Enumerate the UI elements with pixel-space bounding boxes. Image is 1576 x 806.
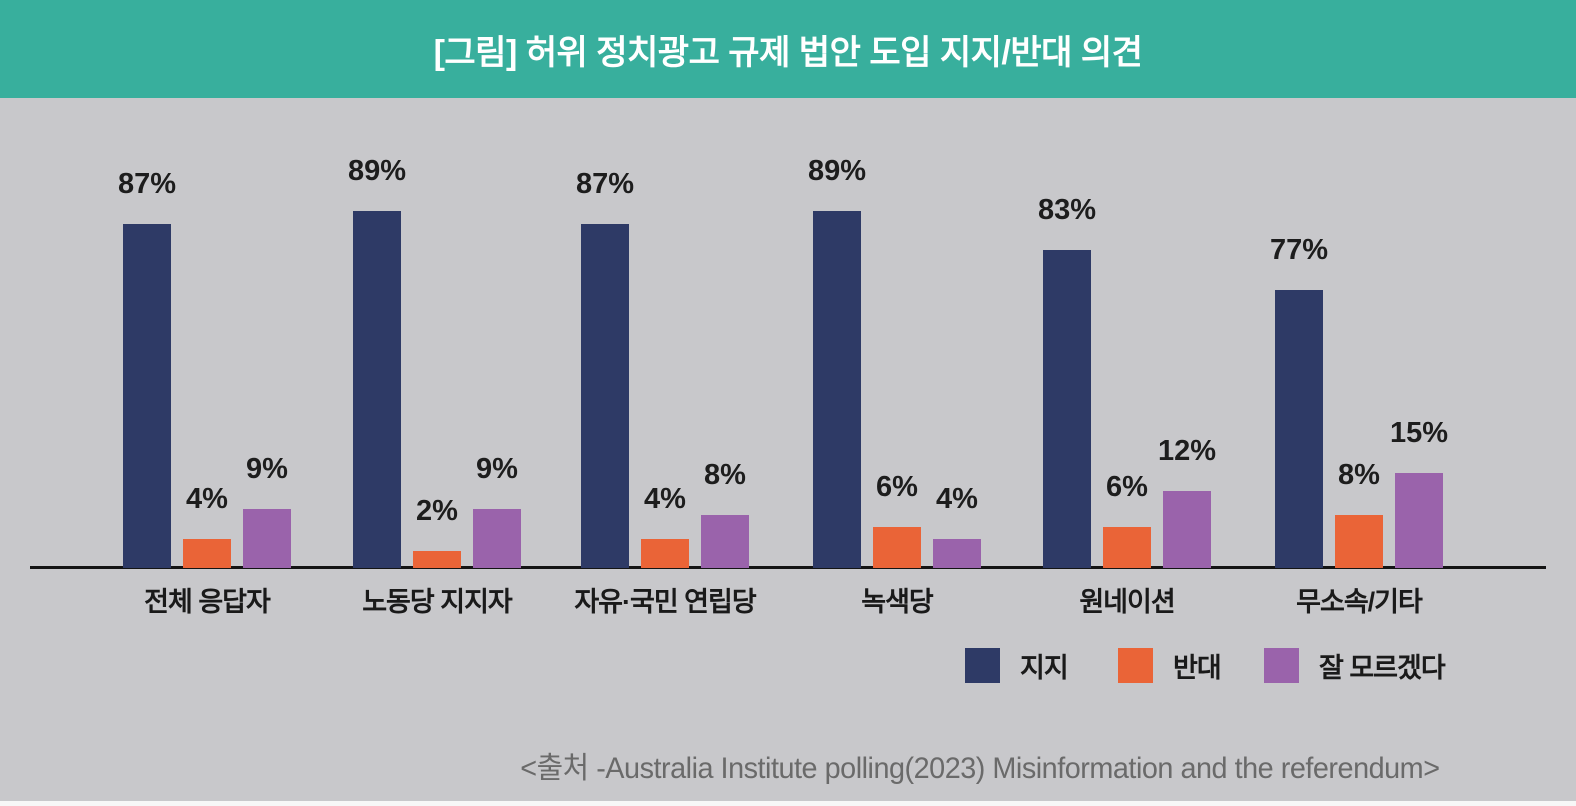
- value-label: 83%: [1037, 194, 1097, 226]
- value-label: 8%: [704, 459, 746, 491]
- bar: [1043, 250, 1091, 568]
- value-label: 8%: [1338, 459, 1380, 491]
- category-label: 전체 응답자: [144, 587, 271, 617]
- legend-swatch: [1118, 648, 1153, 683]
- category-label: 원네이션: [1079, 587, 1175, 617]
- x-axis-line: [30, 566, 1546, 569]
- value-label: 4%: [644, 483, 686, 515]
- bar-chart: 지지 반대 잘 모르겠다 <출처 -Australia Institute poll…: [0, 98, 1576, 806]
- value-label: 77%: [1269, 234, 1329, 266]
- bar: [873, 527, 921, 568]
- value-label: 87%: [117, 168, 177, 200]
- title-bar: [그림] 허위 정치광고 규제 법안 도입 지지/반대 의견: [0, 0, 1576, 98]
- category-label: 노동당 지지자: [362, 587, 513, 617]
- bar: [183, 539, 231, 568]
- value-label: 6%: [876, 471, 918, 503]
- legend: 지지 반대 잘 모르겠다: [0, 646, 1576, 685]
- bar: [1275, 290, 1323, 568]
- legend-item: 지지: [965, 646, 1069, 685]
- value-label: 89%: [807, 155, 867, 187]
- legend-label: 반대: [1173, 653, 1222, 683]
- category-label: 무소속/기타: [1296, 587, 1423, 617]
- value-label: 87%: [575, 168, 635, 200]
- bar: [413, 551, 461, 568]
- legend-label: 잘 모르겠다: [1319, 653, 1446, 683]
- bar: [1163, 491, 1211, 568]
- value-label: 4%: [186, 483, 228, 515]
- value-label: 6%: [1106, 471, 1148, 503]
- value-label: 4%: [936, 483, 978, 515]
- bar: [933, 539, 981, 568]
- legend-item: 반대: [1118, 646, 1222, 685]
- legend-item: 잘 모르겠다: [1264, 646, 1446, 685]
- value-label: 2%: [416, 495, 458, 527]
- value-label: 15%: [1389, 417, 1449, 449]
- page-title: [그림] 허위 정치광고 규제 법안 도입 지지/반대 의견: [433, 33, 1143, 72]
- bar: [641, 539, 689, 568]
- value-label: 12%: [1157, 435, 1217, 467]
- value-label: 9%: [476, 453, 518, 485]
- category-label: 자유·국민 연립당: [574, 587, 756, 617]
- source-caption: <출처 -Australia Institute polling(2023) M…: [520, 752, 1441, 785]
- bar: [813, 211, 861, 568]
- bar: [701, 515, 749, 568]
- bar: [1335, 515, 1383, 568]
- bar: [353, 211, 401, 568]
- bottom-strip: [0, 801, 1576, 806]
- value-label: 89%: [347, 155, 407, 187]
- bar: [123, 224, 171, 568]
- category-label: 녹색당: [861, 587, 934, 617]
- bar: [1103, 527, 1151, 568]
- legend-swatch: [1264, 648, 1299, 683]
- legend-swatch: [965, 648, 1000, 683]
- value-label: 9%: [246, 453, 288, 485]
- bar: [243, 509, 291, 568]
- bar: [473, 509, 521, 568]
- legend-label: 지지: [1020, 653, 1069, 683]
- bar: [581, 224, 629, 568]
- bar: [1395, 473, 1443, 568]
